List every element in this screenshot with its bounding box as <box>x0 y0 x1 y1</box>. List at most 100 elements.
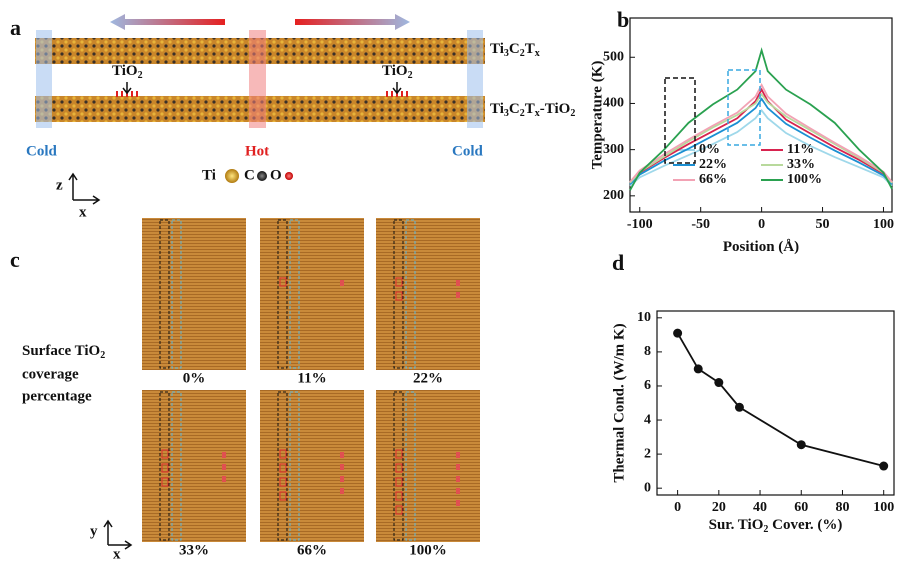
tio2-mark <box>395 505 403 515</box>
tio2-mark <box>279 491 287 501</box>
snapshot <box>260 390 364 542</box>
axis-label: z <box>56 177 63 193</box>
coverage-label: 33% <box>179 542 209 558</box>
cold-label: Cold <box>26 143 58 159</box>
tio2-mark <box>340 452 344 458</box>
y-tick-label: 500 <box>603 49 624 64</box>
x-axis-label: Sur. TiO2 Cover. (%) <box>709 517 843 535</box>
y-tick-label: 200 <box>603 188 624 203</box>
snapshot <box>260 218 364 370</box>
region-box <box>289 219 300 369</box>
region-box <box>171 219 182 369</box>
marker <box>734 402 744 412</box>
tio2-mark <box>161 477 169 487</box>
tio2-mark <box>395 491 403 501</box>
legend-label: 11% <box>787 142 814 157</box>
atom-label: C <box>244 167 255 183</box>
legend-label: 22% <box>699 157 727 172</box>
heat-arrow <box>110 14 225 30</box>
legend-label: 66% <box>699 172 727 187</box>
tio2-mark <box>395 277 403 287</box>
plot-frame <box>656 310 895 496</box>
tio2-label: TiO2 <box>112 63 143 81</box>
y-tick-label: 4 <box>644 412 651 427</box>
y-tick-label: 6 <box>644 378 651 393</box>
legend-label: 100% <box>787 172 822 187</box>
tio2-mark <box>340 476 344 482</box>
marker <box>693 364 703 374</box>
panel-a: a TiO2 TiO2 Ti3C2Tx Ti3C2Tx-TiO2 Cold Ho… <box>10 14 575 220</box>
series-line <box>629 108 893 187</box>
caption-line: percentage <box>22 388 92 404</box>
y-tick-label: 10 <box>637 310 651 325</box>
atom-icon <box>257 171 267 181</box>
caption-line: coverage <box>22 366 79 382</box>
hot-zone <box>249 30 266 128</box>
snapshot <box>142 218 246 370</box>
atom-icon <box>225 169 239 183</box>
y-tick-label: 2 <box>644 446 651 461</box>
panel-label: d <box>612 250 624 275</box>
tio2-mark <box>222 452 226 458</box>
y-axis-label: Temperature (K) <box>589 61 605 170</box>
marker <box>796 440 806 450</box>
tio2-mark <box>456 452 460 458</box>
snapshot <box>376 390 480 542</box>
x-tick-label: 100 <box>873 217 894 232</box>
series-line <box>629 87 893 184</box>
cold-label: Cold <box>452 143 484 159</box>
plot-frame <box>629 17 893 213</box>
tio2-mark <box>456 292 460 298</box>
axis-arrows <box>103 519 133 550</box>
y-tick-label: 8 <box>644 344 651 359</box>
series-line <box>629 97 893 185</box>
caption-line: Surface TiO2 <box>22 343 105 361</box>
region-box <box>393 391 404 541</box>
region-box <box>159 219 170 369</box>
atom-icon <box>285 172 293 180</box>
pointer-arrow <box>122 82 402 95</box>
series-line <box>629 47 893 191</box>
x-tick-label: -50 <box>691 217 710 232</box>
region-box <box>277 219 288 369</box>
cold-zone <box>36 30 52 128</box>
tio2-mark <box>456 280 460 286</box>
coverage-label: 100% <box>409 542 447 558</box>
tio2-label: TiO2 <box>382 63 413 81</box>
tio2-mark <box>456 500 460 506</box>
y-tick-label: 400 <box>603 96 624 111</box>
y-tick-label: 300 <box>603 142 624 157</box>
axis-arrows <box>68 172 101 205</box>
x-tick-label: 60 <box>794 500 808 515</box>
tio2-mark <box>161 449 169 459</box>
axis-label: y <box>90 523 98 539</box>
structure-label: Ti3C2Tx <box>490 41 540 59</box>
x-tick-label: 0 <box>674 500 681 515</box>
panel-label: b <box>617 7 629 32</box>
tio2-mark <box>340 280 344 286</box>
tio2-mark <box>395 291 403 301</box>
tio2-mark <box>279 449 287 459</box>
region-box <box>405 219 416 369</box>
x-tick-label: 50 <box>816 217 830 232</box>
tio2-mark <box>222 476 226 482</box>
coverage-label: 22% <box>413 370 443 386</box>
tio2-mark <box>456 488 460 494</box>
tio2-mark <box>161 463 169 473</box>
series-line <box>629 92 893 184</box>
axis-label: x <box>113 546 121 562</box>
atom-label: O <box>270 167 282 183</box>
region-box <box>171 391 182 541</box>
region-box <box>664 77 696 164</box>
series-line <box>676 332 884 467</box>
region-box <box>393 219 404 369</box>
coverage-label: 0% <box>183 370 206 386</box>
series-line <box>629 83 893 183</box>
heat-arrow <box>295 14 410 30</box>
hot-label: Hot <box>245 143 269 159</box>
axis-label: x <box>79 204 87 220</box>
region-box <box>277 391 288 541</box>
